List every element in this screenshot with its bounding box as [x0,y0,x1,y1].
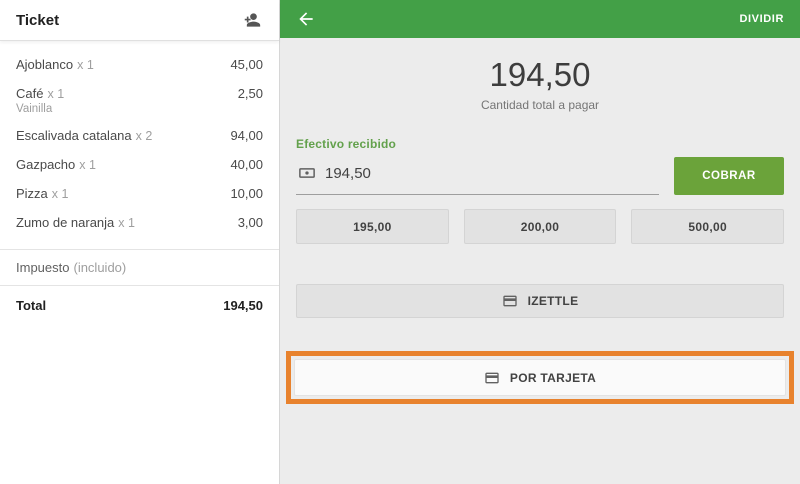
payment-header: DIVIDIR [280,0,800,38]
credit-card-icon [502,293,518,309]
item-variant-note: Vainilla [16,103,53,115]
card-button-label: POR TARJETA [509,370,597,385]
item-price: 40,00 [230,157,263,172]
quick-amount-button[interactable]: 195,00 [296,209,449,244]
item-qty: x 1 [47,87,65,101]
quick-amount-button[interactable]: 500,00 [631,209,785,244]
item-price: 2,50 [237,86,263,101]
card-payment-button[interactable]: POR TARJETA [294,359,786,396]
ticket-title: Ticket [16,11,60,29]
split-button[interactable]: DIVIDIR [737,7,786,31]
back-button[interactable] [294,7,318,31]
total-amount: 194,50 [489,56,591,93]
item-price: 10,00 [230,186,263,201]
item-name: Zumo de naranja x 1 [16,215,135,230]
ticket-line-item[interactable]: Pizza x 1 10,00 [0,179,279,208]
person-add-icon [241,10,261,30]
item-price: 3,00 [237,215,263,230]
divider [0,285,279,286]
ticket-line-item[interactable]: Ajoblanco x 1 45,00 [0,50,279,79]
cash-received-value: 194,50 [325,164,371,182]
izettle-payment-button[interactable]: IZETTLE [296,284,784,318]
ticket-line-item[interactable]: Escalivada catalana x 2 94,00 [0,121,279,150]
amount-caption: Cantidad total a pagar [480,98,600,112]
ticket-panel: Ticket Ajoblanco x 1 45,00 Café x 1 2,50 V… [0,0,280,484]
quick-amount-button[interactable]: 200,00 [463,209,617,244]
ticket-header: Ticket [0,0,279,40]
item-price: 94,00 [230,128,263,143]
tax-label: Impuesto [16,260,70,275]
divider [0,249,279,250]
cash-section: Efectivo recibido 194,50 COBRAR [296,137,784,195]
charge-button[interactable]: COBRAR [674,157,784,195]
ticket-line-item[interactable]: Café x 1 2,50 [0,79,279,108]
item-qty: x 1 [118,216,135,230]
item-name: Pizza x 1 [16,186,69,201]
total-value: 194,50 [223,298,263,313]
amount-block: 194,50 Cantidad total a pagar [280,55,800,112]
add-customer-button[interactable] [239,8,263,32]
credit-card-icon [484,370,500,386]
item-name: Escalivada catalana x 2 [16,128,153,143]
back-arrow-icon [296,9,316,29]
ticket-line-item[interactable]: Gazpacho x 1 40,00 [0,150,279,179]
cash-received-label: Efectivo recibido [296,137,397,151]
izettle-button-label: IZETTLE [527,294,579,308]
tax-note: (incluido) [73,260,127,275]
tax-row: Impuesto (incluido) [0,250,279,285]
cash-row: 194,50 COBRAR [296,157,784,195]
item-qty: x 1 [79,158,96,172]
item-name: Ajoblanco x 1 [16,57,94,72]
annotation-highlight-box: POR TARJETA [286,351,794,404]
item-price: 45,00 [230,57,263,72]
cash-received-input[interactable]: 194,50 [296,157,659,195]
cash-icon [298,164,316,182]
item-qty: x 1 [51,187,69,201]
payment-panel: DIVIDIR 194,50 Cantidad total a pagar Ef… [280,0,800,484]
ticket-item-list: Ajoblanco x 1 45,00 Café x 1 2,50 Vainilla… [0,40,279,325]
item-name: Café x 1 [16,86,65,101]
item-qty: x 2 [135,129,153,143]
ticket-line-item[interactable]: Zumo de naranja x 1 3,00 [0,208,279,237]
quick-amounts-row: 195,00 200,00 500,00 [296,209,785,244]
item-qty: x 1 [77,58,94,72]
total-row: Total 194,50 [0,286,279,325]
total-label: Total [16,298,47,313]
item-name: Gazpacho x 1 [16,157,96,172]
